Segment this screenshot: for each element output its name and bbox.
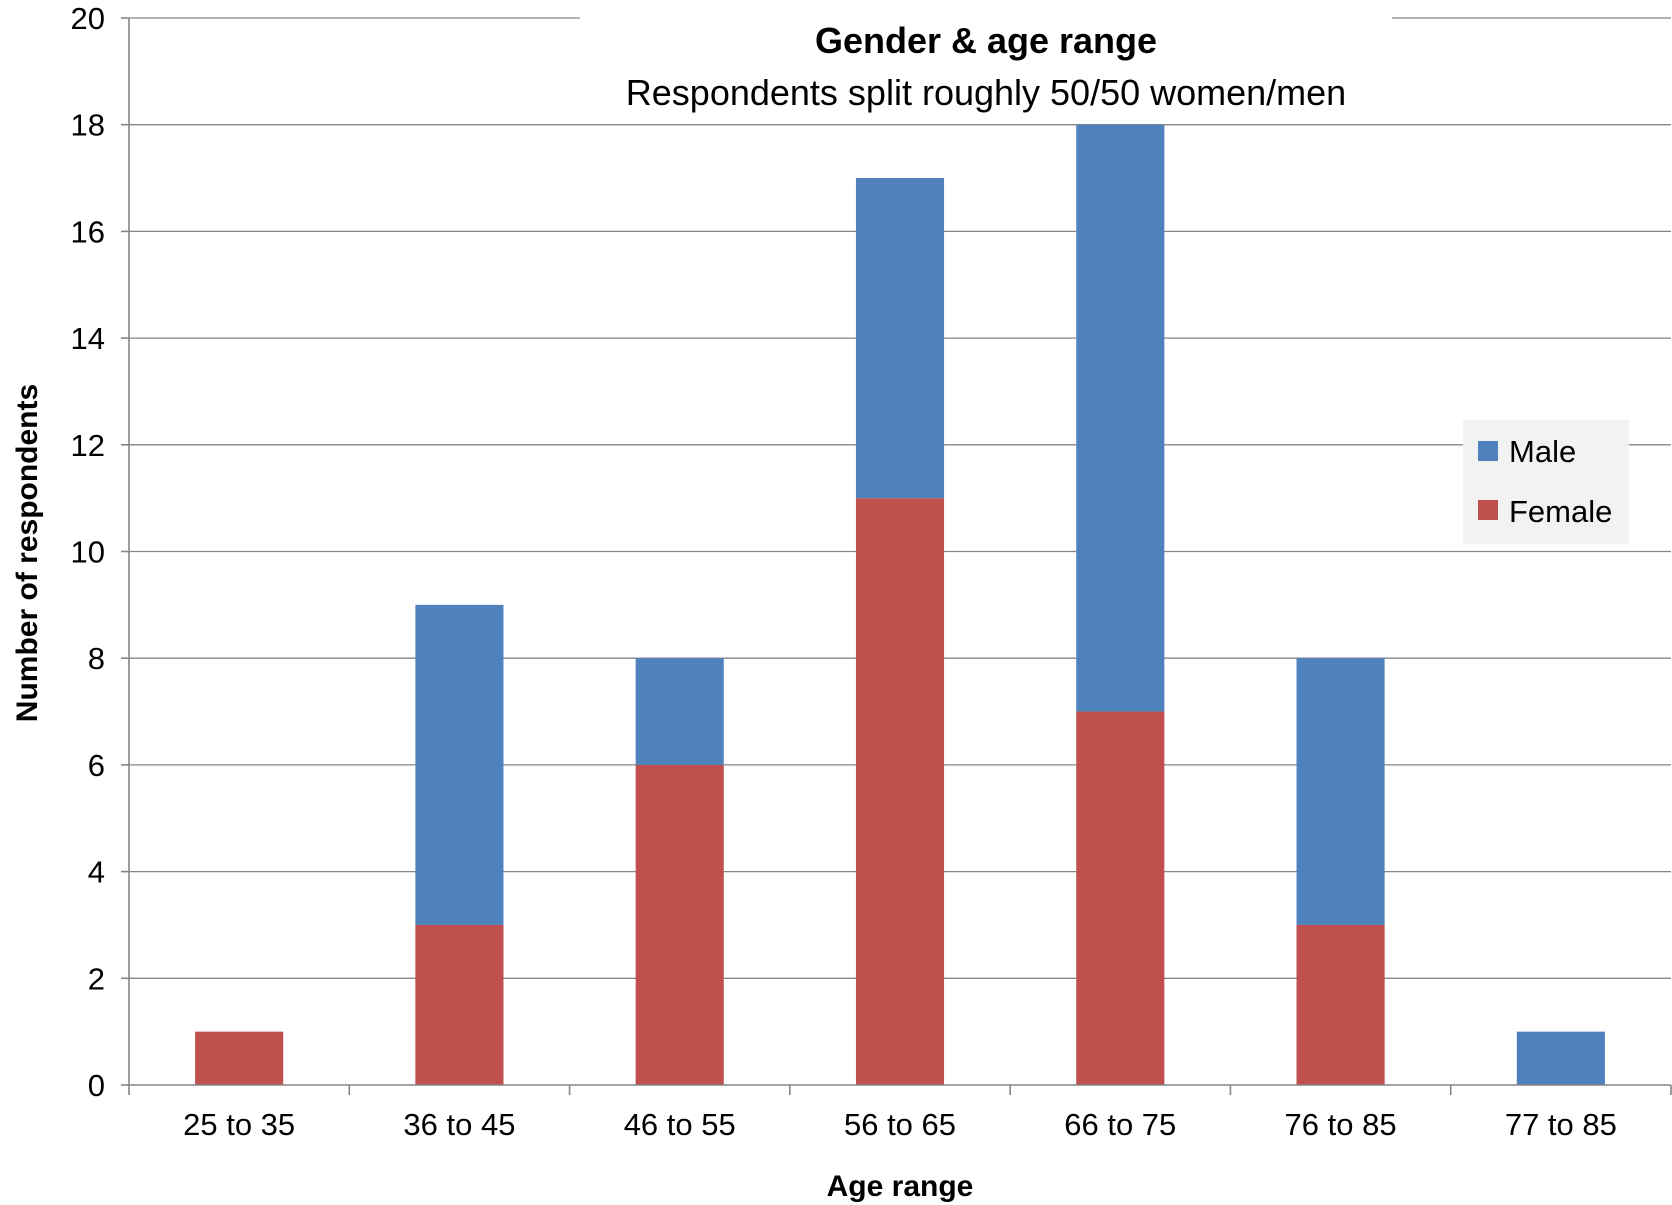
- x-tick-label-36-to-45: 36 to 45: [403, 1107, 515, 1142]
- y-tick-label-8: 8: [88, 641, 105, 676]
- bar-female-76-to-85: [1297, 925, 1385, 1085]
- x-tick-label-46-to-55: 46 to 55: [624, 1107, 736, 1142]
- y-tick-label-20: 20: [71, 1, 105, 36]
- y-tick-label-4: 4: [88, 855, 105, 890]
- bar-male-76-to-85: [1297, 658, 1385, 925]
- y-tick-label-10: 10: [71, 535, 105, 570]
- bar-female-66-to-75: [1076, 712, 1164, 1085]
- bar-female-56-to-65: [856, 498, 944, 1085]
- legend-label-female: Female: [1509, 494, 1612, 529]
- x-tick-label-76-to-85: 76 to 85: [1285, 1107, 1397, 1142]
- x-tick-label-25-to-35: 25 to 35: [183, 1107, 295, 1142]
- chart-subtitle: Respondents split roughly 50/50 women/me…: [626, 72, 1346, 113]
- bar-male-46-to-55: [636, 658, 724, 765]
- y-tick-label-2: 2: [88, 961, 105, 996]
- bar-male-66-to-75: [1076, 125, 1164, 712]
- y-axis-title: Number of respondents: [11, 384, 44, 722]
- bar-female-25-to-35: [195, 1032, 283, 1085]
- bar-male-77-to-85: [1517, 1032, 1605, 1085]
- legend-swatch-female: [1478, 500, 1498, 520]
- x-axis-title: Age range: [827, 1170, 974, 1203]
- y-tick-label-12: 12: [71, 428, 105, 463]
- x-tick-label-56-to-65: 56 to 65: [844, 1107, 956, 1142]
- y-tick-label-6: 6: [88, 748, 105, 783]
- chart-title: Gender & age range: [815, 20, 1157, 61]
- bar-male-36-to-45: [415, 605, 503, 925]
- legend-label-male: Male: [1509, 434, 1576, 469]
- x-tick-label-77-to-85: 77 to 85: [1505, 1107, 1617, 1142]
- x-tick-label-66-to-75: 66 to 75: [1064, 1107, 1176, 1142]
- y-tick-label-18: 18: [71, 108, 105, 143]
- bar-female-46-to-55: [636, 765, 724, 1085]
- bar-male-56-to-65: [856, 178, 944, 498]
- bar-female-36-to-45: [415, 925, 503, 1085]
- legend: Male Female: [1463, 420, 1629, 544]
- legend-swatch-male: [1478, 441, 1498, 461]
- y-tick-label-0: 0: [88, 1068, 105, 1103]
- y-tick-label-14: 14: [71, 321, 105, 356]
- y-tick-label-16: 16: [71, 214, 105, 249]
- bars: [195, 125, 1605, 1085]
